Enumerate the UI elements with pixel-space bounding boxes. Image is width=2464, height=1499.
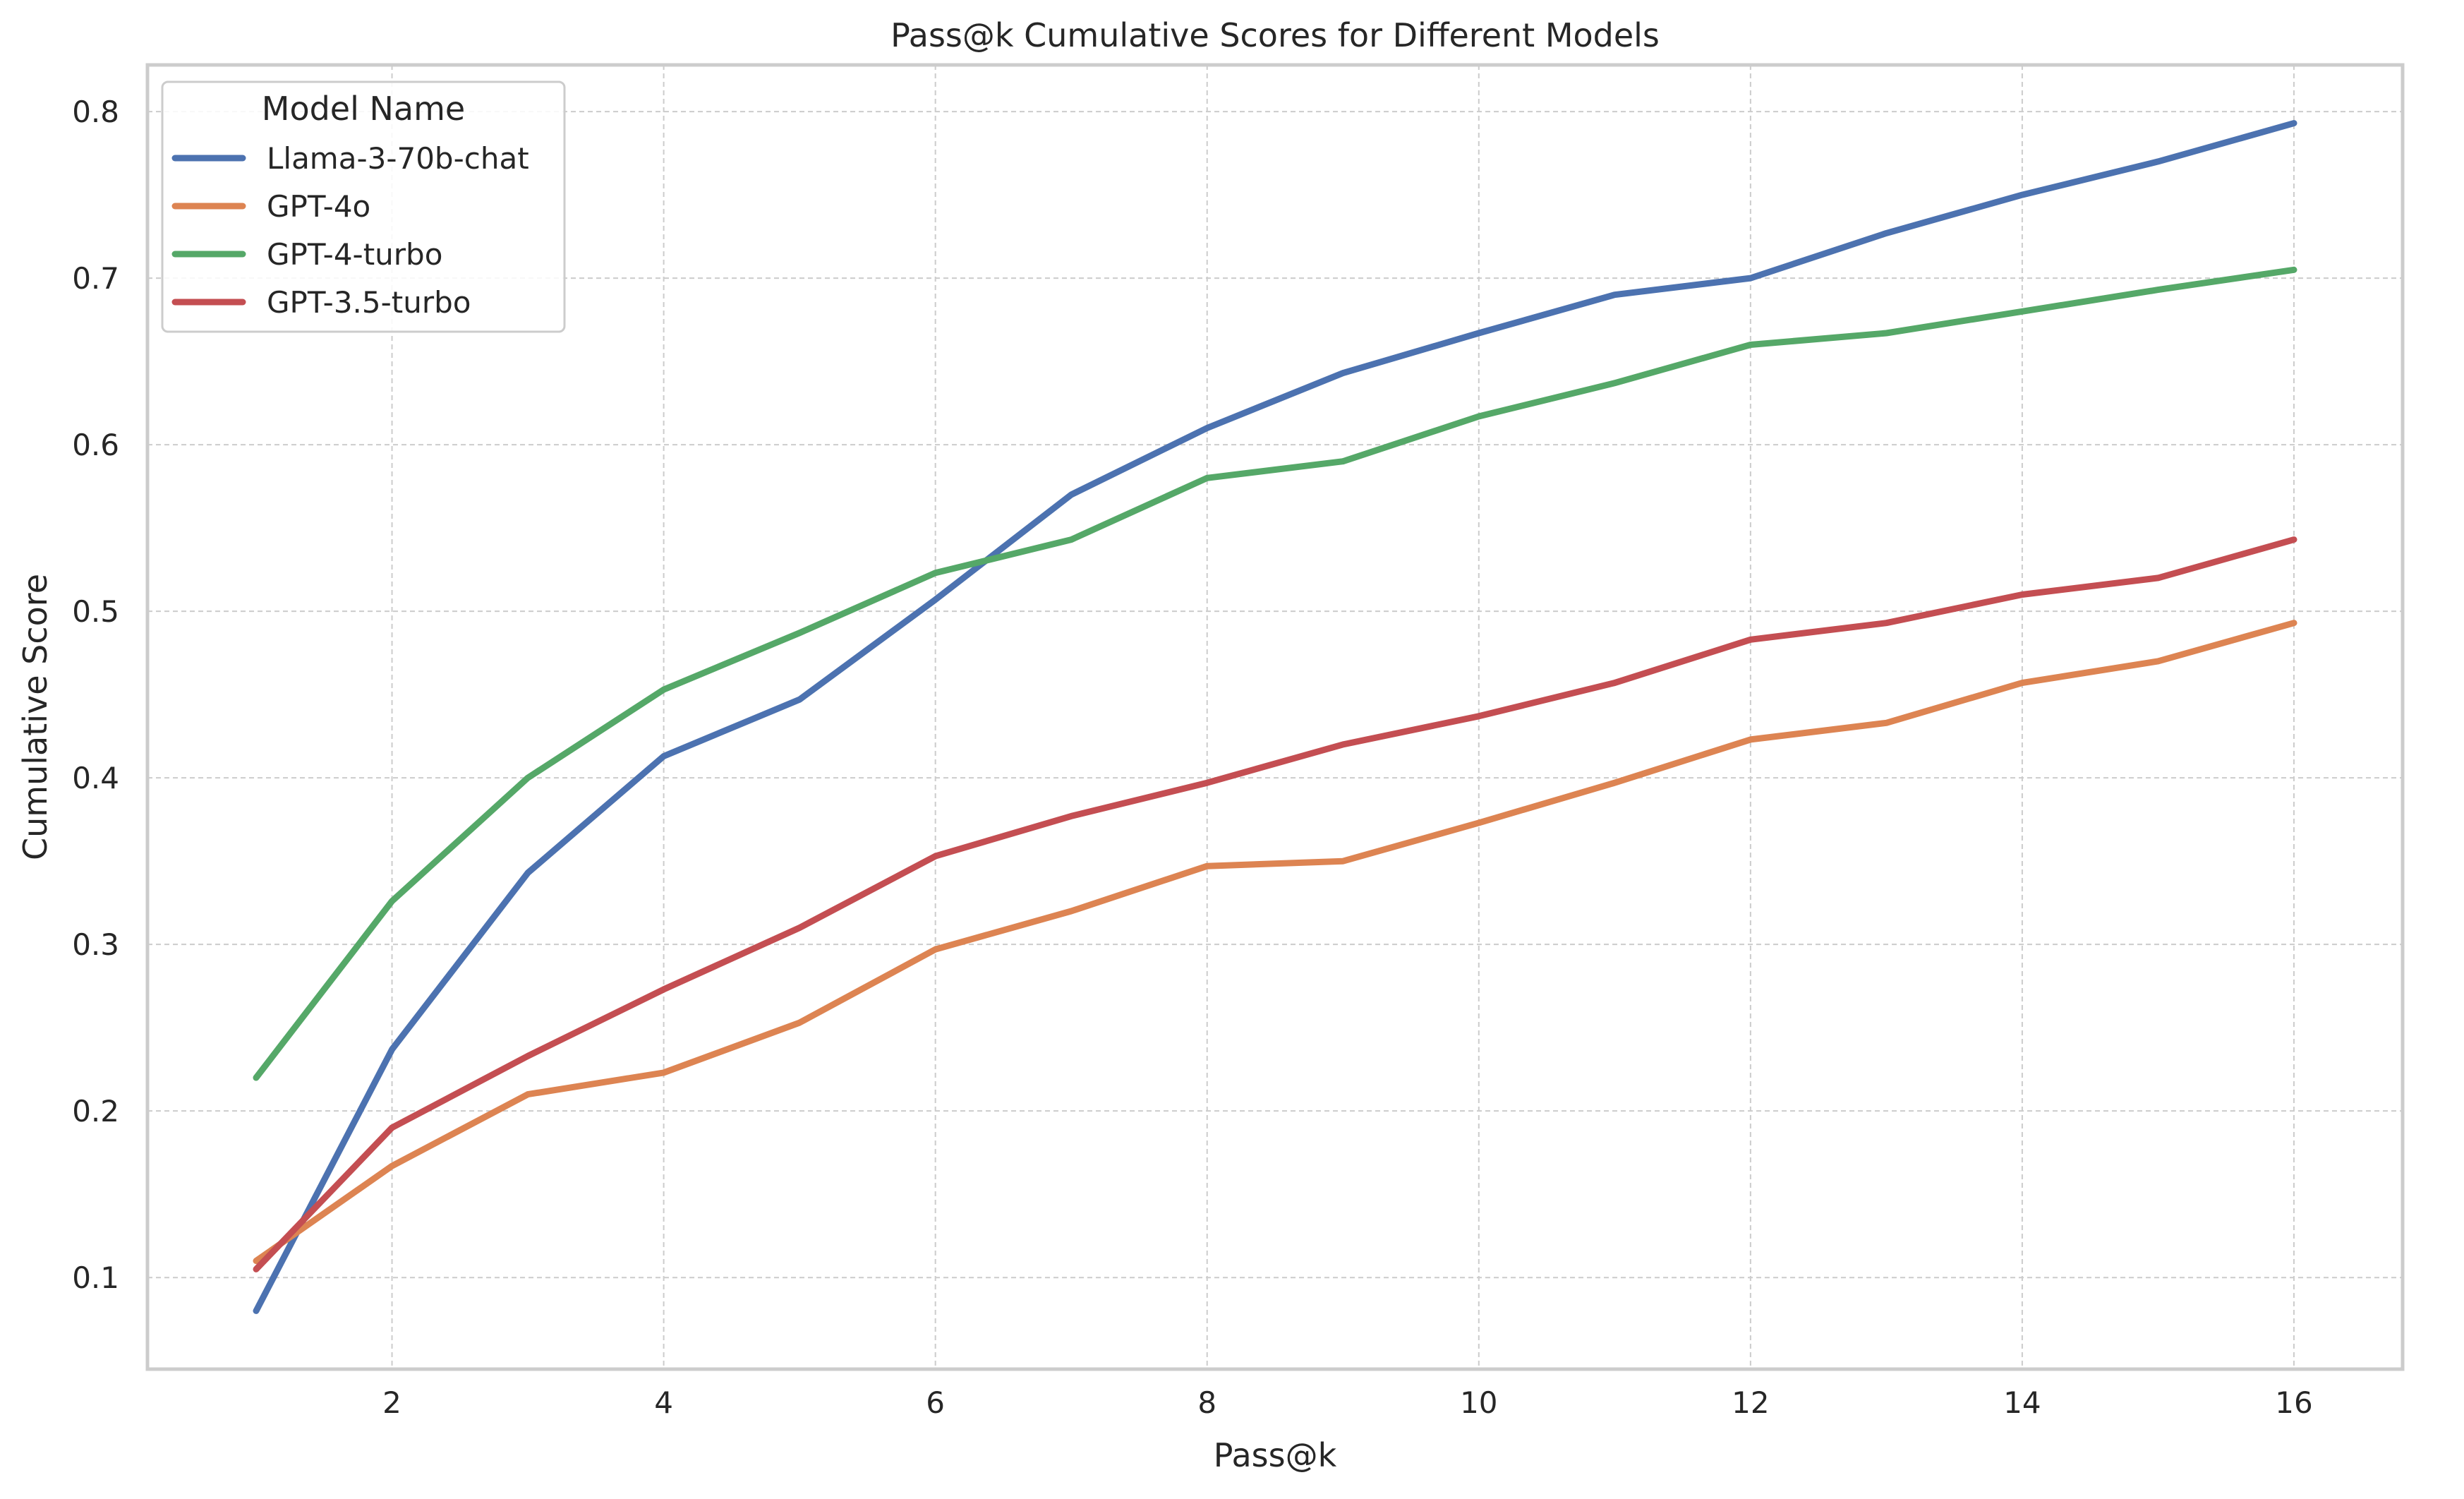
legend-label: GPT-4o: [267, 189, 370, 224]
chart-title: Pass@k Cumulative Scores for Different M…: [890, 16, 1660, 54]
plot-frame: [145, 63, 2405, 1371]
x-tick-label: 12: [1732, 1385, 1769, 1420]
legend-title: Model Name: [262, 90, 465, 128]
y-tick-label: 0.2: [72, 1094, 119, 1128]
legend: Model Name Llama-3-70b-chat GPT-4o GPT-4-t…: [161, 80, 566, 333]
y-tick-label: 0.7: [72, 261, 119, 296]
series-line-gpt-3-5-turbo: [253, 536, 2297, 1272]
y-tick-label: 0.3: [72, 927, 119, 962]
y-tick-label: 0.8: [72, 95, 119, 129]
y-tick-label: 0.4: [72, 761, 119, 795]
y-ticks: 0.1 0.2 0.3 0.4 0.5 0.6 0.7 0.8: [72, 95, 119, 1295]
series-lines: [253, 120, 2297, 1314]
y-tick-label: 0.1: [72, 1260, 119, 1295]
x-tick-label: 10: [1460, 1385, 1497, 1420]
legend-label: Llama-3-70b-chat: [267, 141, 529, 176]
series-line-llama-3-70b-chat: [253, 120, 2297, 1314]
legend-label: GPT-3.5-turbo: [267, 285, 471, 320]
x-tick-label: 8: [1197, 1385, 1216, 1420]
x-tick-label: 4: [654, 1385, 673, 1420]
y-tick-label: 0.6: [72, 428, 119, 462]
legend-label: GPT-4-turbo: [267, 237, 442, 272]
y-axis-label: Cumulative Score: [16, 574, 54, 860]
series-line-gpt-4o: [253, 620, 2297, 1265]
x-axis-label: Pass@k: [1214, 1436, 1337, 1474]
legend-box: [161, 80, 566, 333]
y-tick-label: 0.5: [72, 594, 119, 629]
x-ticks: 2 4 6 8 10 12 14 16: [382, 1385, 2313, 1420]
x-tick-label: 2: [382, 1385, 401, 1420]
x-tick-label: 6: [926, 1385, 945, 1420]
legend-items: Llama-3-70b-chat GPT-4o GPT-4-turbo GPT-3.5…: [171, 141, 529, 320]
x-tick-label: 16: [2275, 1385, 2312, 1420]
x-tick-label: 14: [2003, 1385, 2041, 1420]
series-line-gpt-4-turbo: [253, 266, 2297, 1081]
